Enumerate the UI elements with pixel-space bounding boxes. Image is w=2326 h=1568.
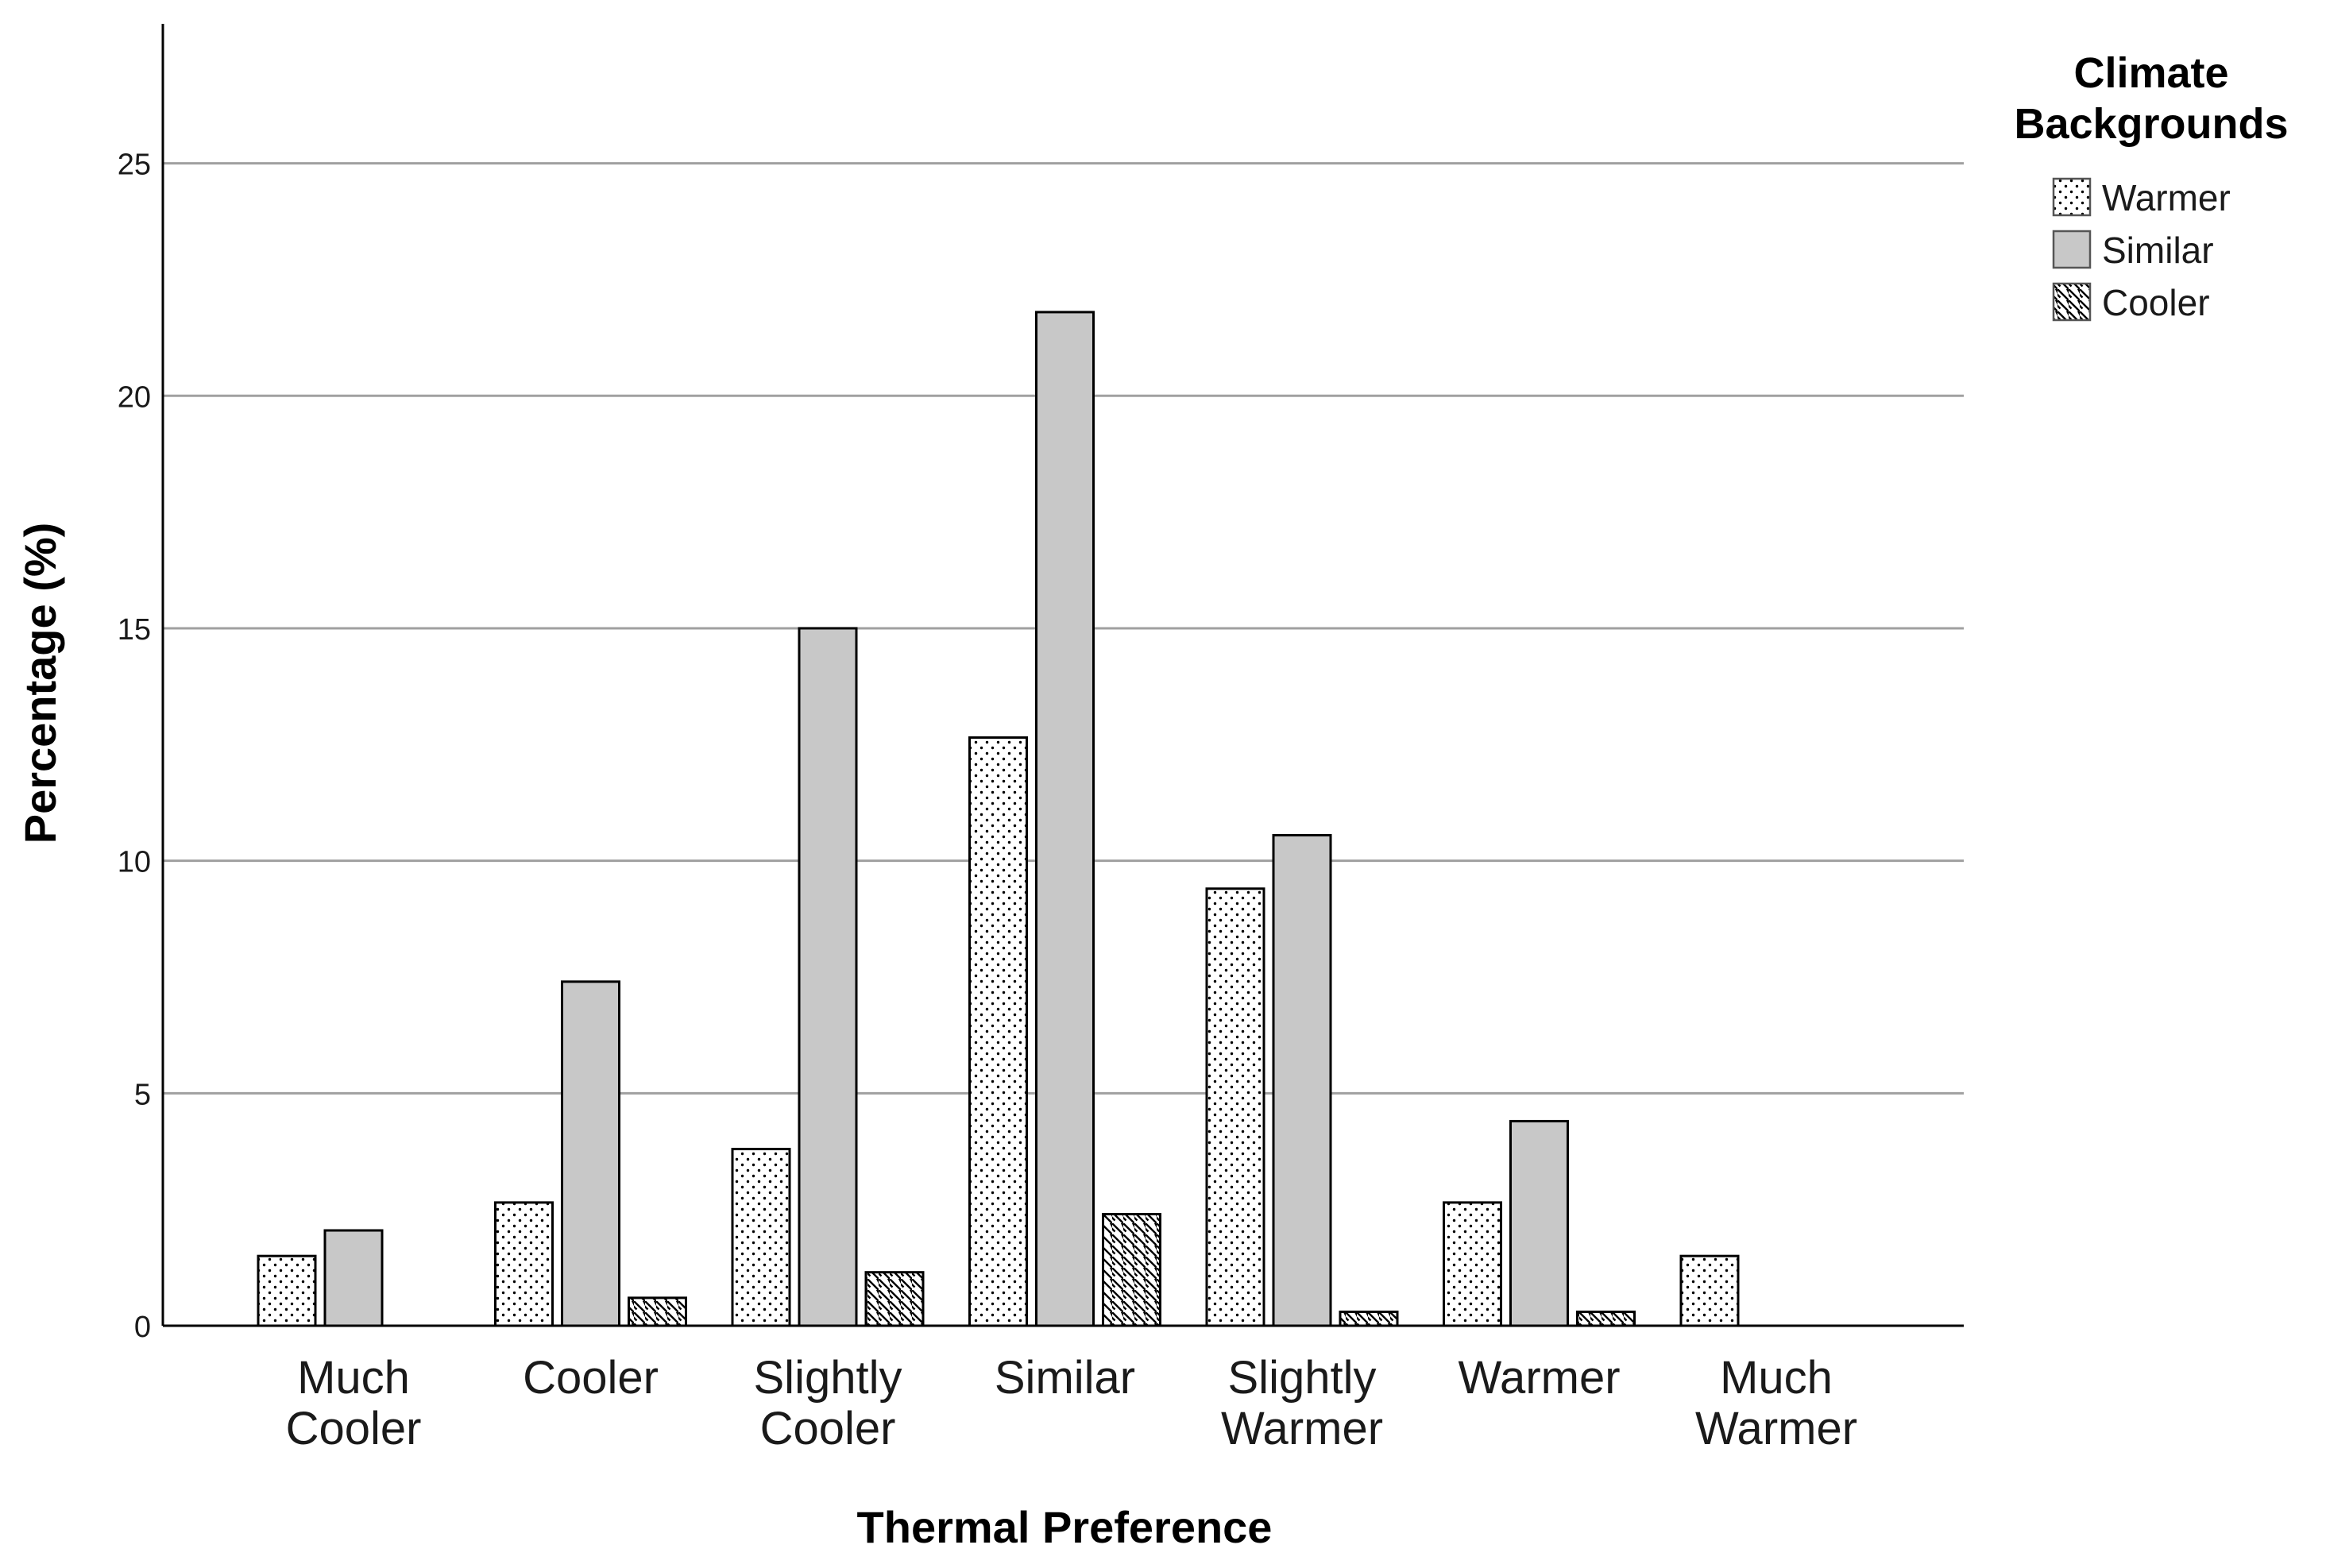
bar-similar-3 [1035, 311, 1095, 1327]
bar-warmer-3 [968, 736, 1028, 1327]
x-category-label-line: Slightly [754, 1352, 902, 1404]
x-category-label-line: Much [297, 1352, 410, 1404]
x-axis-title: Thermal Preference [857, 1502, 1273, 1552]
y-tick-labels: 0 5 10 15 20 25 [118, 149, 151, 1344]
bar-cooler-2 [864, 1271, 925, 1327]
bar-similar-2 [798, 627, 858, 1327]
x-category-label-line: Warmer [1221, 1403, 1383, 1454]
bar-cooler-3 [1102, 1213, 1161, 1327]
x-category-label-line: Warmer [1458, 1352, 1620, 1404]
y-tick-label: 25 [118, 149, 151, 182]
x-category-label-line: Warmer [1695, 1403, 1857, 1454]
x-category-label-line: Cooler [760, 1403, 896, 1454]
bar-cooler-4 [1339, 1310, 1399, 1327]
axes [161, 24, 1964, 1327]
y-tick-label: 20 [118, 380, 151, 414]
legend: Climate Backgrounds Warmer Similar Cooler [2014, 49, 2288, 323]
y-axis-title: Percentage (%) [15, 523, 65, 844]
bar-warmer-4 [1205, 887, 1265, 1327]
bar-cooler-5 [1576, 1310, 1636, 1327]
legend-swatch-similar [2052, 230, 2092, 269]
legend-label-cooler: Cooler [2102, 282, 2210, 323]
y-tick-label: 5 [134, 1078, 151, 1111]
bar-warmer-1 [494, 1201, 554, 1327]
bar-warmer-2 [731, 1148, 791, 1327]
x-category-label: Slightly Warmer [1221, 1352, 1383, 1454]
bar-similar-4 [1272, 833, 1332, 1327]
legend-label-warmer: Warmer [2102, 177, 2231, 218]
x-category-label: Warmer [1458, 1352, 1620, 1404]
legend-swatch-warmer [2052, 177, 2092, 217]
x-category-label: Much Cooler [286, 1352, 422, 1454]
x-category-label: Much Warmer [1695, 1352, 1857, 1454]
bar-similar-0 [323, 1229, 384, 1327]
bar-similar-5 [1509, 1119, 1569, 1327]
x-category-label: Slightly Cooler [754, 1352, 902, 1454]
legend-title-line: Backgrounds [2014, 100, 2288, 148]
x-category-label-line: Similar [995, 1352, 1135, 1404]
y-tick-label: 0 [134, 1311, 151, 1344]
x-category-label: Cooler [523, 1352, 659, 1404]
y-tick-label: 10 [118, 846, 151, 879]
legend-label-similar: Similar [2102, 230, 2214, 271]
x-category-label: Similar [995, 1352, 1135, 1404]
bar-cooler-1 [628, 1296, 687, 1327]
x-category-label-line: Cooler [523, 1352, 659, 1404]
legend-title-line: Climate [2073, 49, 2228, 97]
legend-swatch-cooler [2052, 282, 2092, 322]
x-category-label-line: Cooler [286, 1403, 422, 1454]
bar-warmer-0 [257, 1254, 317, 1327]
bars [257, 311, 1740, 1327]
bar-similar-1 [561, 980, 620, 1327]
x-category-label-line: Much [1720, 1352, 1833, 1404]
bar-warmer-5 [1443, 1201, 1502, 1327]
bar-warmer-6 [1679, 1254, 1740, 1327]
x-category-label-line: Slightly [1228, 1352, 1377, 1404]
y-tick-label: 15 [118, 613, 151, 647]
legend-title: Climate Backgrounds [2014, 49, 2288, 148]
